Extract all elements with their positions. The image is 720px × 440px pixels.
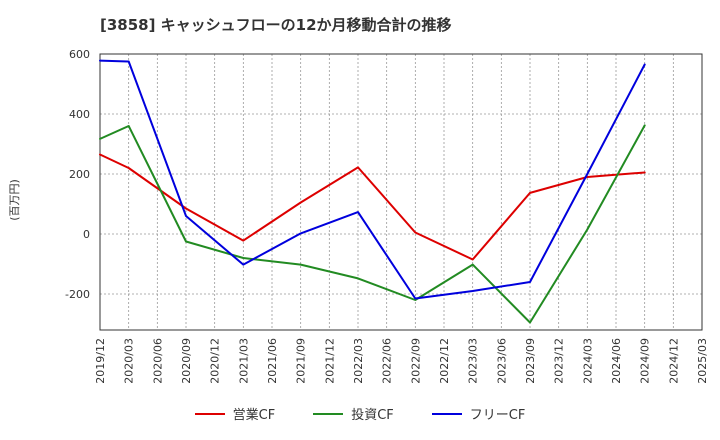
x-tick-label: 2020/03 — [123, 338, 136, 384]
x-tick-label: 2024/09 — [639, 338, 652, 384]
x-tick-label: 2021/09 — [295, 338, 308, 384]
x-tick-label: 2021/12 — [323, 338, 336, 384]
legend-label: フリーCF — [469, 408, 526, 423]
grid-layer — [100, 53, 702, 330]
series-line-2 — [99, 59, 646, 300]
x-tick-label: 2019/12 — [94, 338, 107, 384]
x-tick-label: 2024/12 — [667, 338, 680, 384]
chart-title: [3858] キャッシュフローの12か月移動合計の推移 — [100, 16, 452, 34]
x-tick-label: 2024/06 — [610, 338, 623, 384]
y-tick-label: 200 — [69, 168, 90, 181]
x-tick-label: 2023/09 — [524, 338, 537, 384]
x-tick-label: 2020/09 — [180, 338, 193, 384]
x-tick-label: 2021/03 — [237, 338, 250, 384]
legend-swatch — [431, 412, 462, 415]
y-axis-label: (百万円) — [8, 179, 21, 221]
x-tick-label: 2020/06 — [151, 338, 164, 384]
x-tick-label: 2023/03 — [467, 338, 480, 384]
legend-label: 営業CF — [232, 408, 276, 423]
x-tick-label: 2023/06 — [495, 338, 508, 384]
x-tick-label: 2022/03 — [352, 338, 365, 384]
x-tick-label: 2022/06 — [381, 338, 394, 384]
legend-label: 投資CF — [351, 408, 394, 423]
series-layer — [99, 59, 646, 324]
x-tick-label: 2025/03 — [696, 338, 709, 384]
x-tick-label: 2024/03 — [581, 338, 594, 384]
legend: 営業CF 投資CF フリーCF — [0, 404, 720, 423]
y-tick-label: 600 — [69, 48, 90, 61]
series-line-1 — [99, 124, 646, 324]
legend-swatch — [313, 412, 344, 415]
x-tick-label: 2022/12 — [438, 338, 451, 384]
axis-layer: 2019/12 2020/03 2020/06 2020/09 2020/12 2021/… — [65, 48, 709, 384]
legend-item: フリーCF — [431, 404, 526, 423]
legend-swatch — [194, 412, 225, 415]
y-tick-label: 400 — [69, 108, 90, 121]
x-tick-label: 2020/12 — [209, 338, 222, 384]
x-tick-label: 2022/09 — [409, 338, 422, 384]
plot-border — [99, 53, 703, 331]
y-tick-label: -200 — [65, 288, 90, 301]
y-tick-label: 0 — [83, 228, 90, 241]
x-tick-label: 2021/06 — [266, 338, 279, 384]
x-tick-label: 2023/12 — [553, 338, 566, 384]
legend-item: 投資CF — [313, 404, 394, 423]
series-line-0 — [99, 153, 646, 261]
legend-item: 営業CF — [194, 404, 276, 423]
